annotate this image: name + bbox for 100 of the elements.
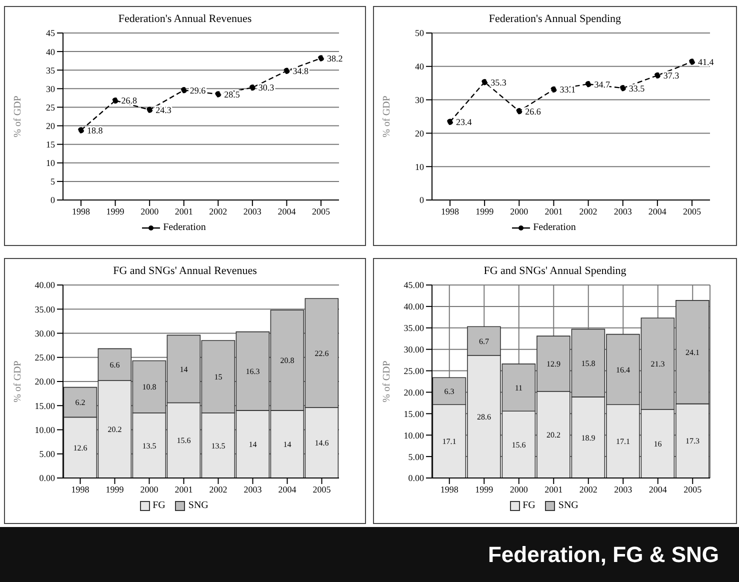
data-label: 24.1 — [685, 348, 700, 357]
x-tick-label: 1998 — [441, 206, 460, 216]
y-axis-title: % of GDP — [12, 360, 24, 402]
data-label: 14 — [180, 364, 188, 374]
y-tick-label: 45 — [46, 28, 56, 38]
data-label: 26.6 — [525, 106, 542, 116]
data-label: 6.3 — [444, 386, 454, 396]
data-label: 14 — [283, 440, 292, 450]
x-tick-label: 2005 — [312, 206, 330, 216]
data-label: 11 — [514, 383, 523, 392]
data-label: 6.6 — [110, 360, 120, 370]
data-label: 22.6 — [314, 348, 329, 358]
data-label: 15 — [214, 372, 222, 382]
y-tick-label: 45.00 — [404, 280, 424, 290]
y-tick-label: 20.00 — [404, 387, 424, 398]
y-tick-label: 30 — [415, 94, 424, 105]
data-label: 13.5 — [142, 441, 156, 450]
data-label: 12.9 — [546, 360, 560, 369]
data-label: 14.6 — [314, 438, 329, 448]
data-label: 41.4 — [698, 56, 714, 67]
y-tick-label: 20 — [415, 128, 424, 138]
legend-label: SNG — [558, 500, 578, 511]
x-tick-label: 1998 — [72, 206, 90, 216]
point — [446, 118, 454, 125]
data-label: 33.1 — [560, 84, 576, 95]
chart-title: Federation's Annual Spending — [488, 13, 622, 25]
y-tick-label: 40 — [46, 46, 56, 57]
chart-title: Federation's Annual Revenues — [117, 13, 253, 25]
y-tick-label: 20.00 — [34, 376, 56, 387]
legend-label: FG — [152, 500, 166, 511]
point — [550, 86, 557, 93]
x-tick-label: 2001 — [174, 484, 193, 494]
x-tick-label: 2000 — [140, 484, 159, 494]
legend-label: FG — [522, 500, 536, 511]
point — [180, 87, 187, 94]
x-tick-label: 2002 — [209, 206, 228, 216]
point — [688, 58, 696, 65]
y-tick-label: 10.00 — [34, 424, 56, 435]
y-tick-label: 40.00 — [34, 280, 56, 290]
x-tick-label: 1999 — [106, 206, 125, 216]
data-label: 18.8 — [87, 125, 104, 136]
x-tick-label: 1998 — [71, 484, 90, 494]
y-tick-label: 5.00 — [408, 452, 424, 462]
data-label: 6.2 — [75, 398, 86, 408]
y-tick-label: 40.00 — [404, 302, 424, 312]
y-tick-label: 5 — [50, 176, 56, 187]
y-tick-label: 5.00 — [39, 449, 56, 460]
x-tick-label: 2000 — [510, 484, 528, 494]
data-label: 15.6 — [512, 440, 526, 450]
data-label: 23.4 — [456, 117, 472, 128]
x-tick-label: 2005 — [684, 484, 702, 494]
y-tick-label: 35.00 — [34, 304, 56, 314]
y-tick-label: 0.00 — [408, 473, 424, 484]
x-tick-label: 2004 — [648, 206, 667, 216]
y-tick-label: 30 — [46, 84, 56, 94]
data-label: 38.2 — [327, 53, 343, 64]
x-tick-label: 1999 — [476, 206, 494, 216]
data-label: 16.3 — [246, 366, 260, 376]
y-tick-label: 40 — [415, 62, 424, 72]
point — [215, 91, 222, 98]
point — [481, 79, 488, 86]
point — [654, 72, 661, 79]
y-tick-label: 0 — [50, 195, 56, 206]
data-label: 20.2 — [546, 430, 560, 440]
x-tick-label: 1998 — [440, 484, 459, 494]
data-label: 24.3 — [156, 105, 172, 116]
x-tick-label: 2000 — [510, 206, 529, 216]
text: Federation, FG & SNG — [488, 542, 719, 568]
legend-label: Federation — [163, 222, 206, 233]
y-tick-label: 20 — [46, 120, 56, 131]
y-axis-title: % of GDP — [382, 95, 393, 138]
y-tick-label: 0 — [420, 195, 424, 206]
x-tick-label: 2001 — [544, 206, 563, 216]
x-tick-label: 2002 — [579, 484, 598, 494]
data-label: 21.3 — [650, 360, 665, 369]
data-label: 15.6 — [176, 436, 191, 446]
legend-label: SNG — [188, 500, 208, 511]
data-label: 18.9 — [581, 433, 596, 442]
data-label: 33.5 — [628, 83, 646, 94]
y-axis-title: % of GDP — [382, 360, 393, 402]
y-tick-label: 25.00 — [34, 352, 56, 363]
data-label: 10.8 — [142, 382, 156, 392]
y-tick-label: 30.00 — [404, 344, 424, 355]
data-label: 17.1 — [442, 437, 456, 446]
chart-title: FG and SNGs' Annual Revenues — [112, 265, 258, 277]
y-tick-label: 10 — [46, 158, 56, 168]
y-tick-label: 50 — [415, 28, 424, 38]
data-label: 6.7 — [478, 336, 489, 346]
point — [146, 106, 153, 113]
data-label: 17.1 — [616, 437, 630, 446]
data-label: 13.5 — [211, 441, 226, 450]
data-label: 35.3 — [490, 77, 507, 88]
x-tick-label: 2001 — [174, 206, 193, 216]
point — [516, 108, 522, 114]
x-tick-label: 2002 — [209, 484, 228, 494]
y-tick-label: 15.00 — [404, 408, 424, 419]
y-tick-label: 10 — [415, 162, 424, 172]
chart-title: FG and SNGs' Annual Spending — [482, 265, 628, 277]
data-label: 20.8 — [280, 356, 294, 366]
x-tick-label: 2003 — [244, 484, 262, 494]
